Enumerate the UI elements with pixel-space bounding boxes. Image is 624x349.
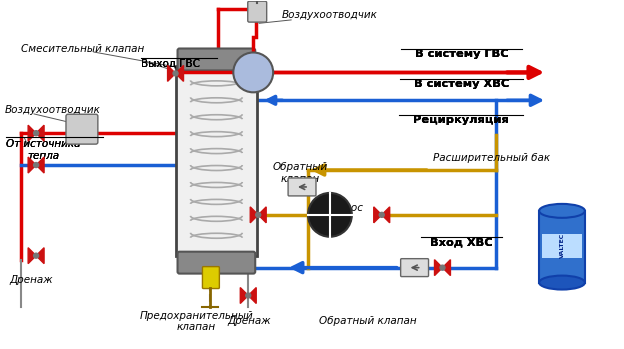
Text: Вход ХВС: Вход ХВС	[430, 238, 493, 248]
Circle shape	[173, 71, 178, 76]
Text: От источника
тепла: От источника тепла	[6, 139, 80, 161]
Text: Выход ГВС: Выход ГВС	[140, 58, 200, 68]
Text: Обратный клапан: Обратный клапан	[319, 317, 417, 326]
Ellipse shape	[539, 276, 585, 290]
Text: Рециркуляция: Рециркуляция	[414, 115, 509, 125]
Text: Обратный
клапан: Обратный клапан	[273, 162, 328, 184]
Text: В систему ХВС: В систему ХВС	[414, 79, 509, 89]
Polygon shape	[36, 248, 44, 263]
Text: В систему ХВС: В систему ХВС	[414, 79, 509, 89]
Text: Дренаж: Дренаж	[227, 317, 271, 326]
Circle shape	[34, 163, 39, 168]
Text: Дренаж: Дренаж	[9, 275, 53, 284]
Bar	[542, 234, 582, 258]
Text: В систему ГВС: В систему ГВС	[414, 50, 508, 59]
FancyBboxPatch shape	[178, 252, 255, 274]
Polygon shape	[36, 157, 44, 173]
Circle shape	[246, 293, 251, 298]
Polygon shape	[382, 207, 390, 223]
Ellipse shape	[539, 204, 585, 218]
Text: Воздухоотводчик: Воздухоотводчик	[4, 105, 100, 115]
Polygon shape	[240, 288, 248, 304]
FancyBboxPatch shape	[401, 259, 429, 277]
Bar	[175, 66, 257, 256]
Polygon shape	[36, 125, 44, 141]
Text: Выход ГВС: Выход ГВС	[140, 58, 200, 68]
Circle shape	[379, 212, 384, 217]
Text: В систему ГВС: В систему ГВС	[414, 50, 508, 59]
Polygon shape	[442, 260, 451, 276]
Text: Вход ХВС: Вход ХВС	[430, 238, 493, 248]
Text: Рециркуляция: Рециркуляция	[414, 115, 509, 125]
Polygon shape	[28, 248, 36, 263]
Text: От источника
тепла: От источника тепла	[6, 139, 80, 161]
FancyBboxPatch shape	[178, 49, 255, 70]
Text: Вход ХВС: Вход ХВС	[430, 238, 493, 248]
Text: VALTEC: VALTEC	[560, 233, 565, 258]
Text: Насос: Насос	[332, 203, 364, 213]
Text: Воздухоотводчик: Воздухоотводчик	[282, 10, 378, 20]
Circle shape	[440, 265, 445, 270]
FancyBboxPatch shape	[248, 1, 266, 22]
Circle shape	[233, 52, 273, 92]
Text: Расширительный бак: Расширительный бак	[432, 153, 550, 163]
Circle shape	[34, 253, 39, 258]
Polygon shape	[168, 65, 175, 81]
Text: Выход ГВС: Выход ГВС	[140, 58, 200, 68]
FancyBboxPatch shape	[288, 178, 316, 196]
Polygon shape	[374, 207, 382, 223]
Polygon shape	[28, 125, 36, 141]
FancyBboxPatch shape	[202, 267, 220, 289]
Text: Рециркуляция: Рециркуляция	[414, 115, 509, 125]
Polygon shape	[434, 260, 442, 276]
FancyBboxPatch shape	[66, 114, 98, 144]
Polygon shape	[175, 65, 183, 81]
Polygon shape	[250, 207, 258, 223]
Polygon shape	[258, 207, 266, 223]
Text: В систему ГВС: В систему ГВС	[414, 50, 508, 59]
Text: От источника
тепла: От источника тепла	[6, 139, 80, 161]
Text: Предохранительный
клапан: Предохранительный клапан	[140, 311, 253, 332]
Text: В систему ХВС: В систему ХВС	[414, 79, 509, 89]
Text: Смесительный клапан: Смесительный клапан	[21, 44, 144, 53]
Polygon shape	[248, 288, 256, 304]
Circle shape	[256, 212, 261, 217]
Circle shape	[34, 131, 39, 136]
Bar	[539, 211, 585, 283]
Polygon shape	[28, 157, 36, 173]
Circle shape	[308, 193, 352, 237]
